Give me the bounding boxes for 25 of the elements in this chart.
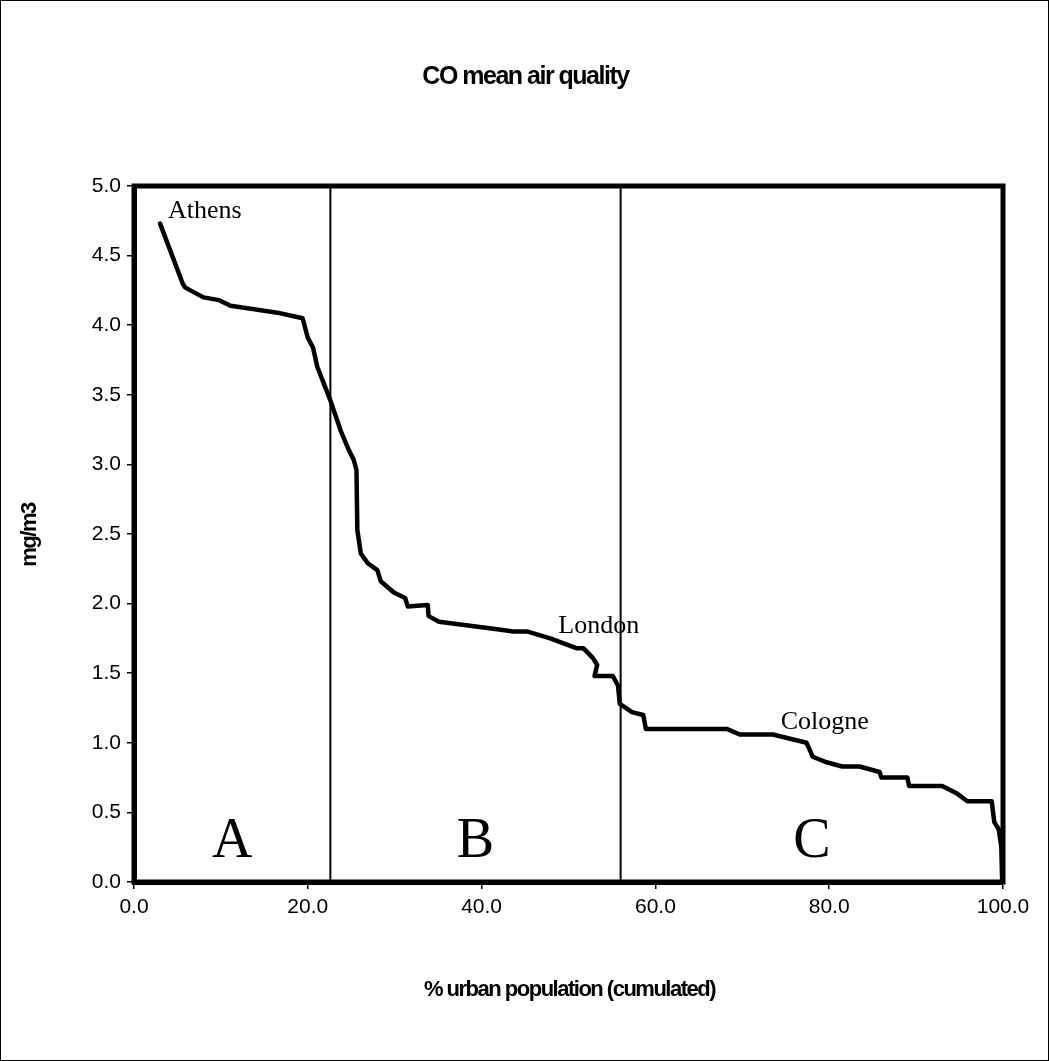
annotation: Athens [168,195,242,225]
y-tick-label: 1.0 [91,729,121,753]
annotation: B [456,806,495,869]
y-axis-title: mg/m3 [16,503,42,567]
chart-title: CO mean air quality [421,61,631,90]
y-tick-label: 2.5 [91,520,121,544]
y-tick-label: 3.0 [91,451,121,475]
x-tick-label: 80.0 [808,894,850,918]
y-tick-label: 2.0 [91,590,121,614]
annotation: A [211,806,253,869]
y-tick-label: 3.5 [91,381,121,405]
x-tick-label: 100.0 [976,894,1030,918]
y-tick-label: 4.0 [91,312,121,335]
x-axis-title: % urban population (cumulated) [422,976,717,1002]
annotation: C [793,806,831,869]
y-tick-label: 0.0 [91,868,121,892]
x-tick-label: 0.0 [119,894,149,918]
annotation: Cologne [780,706,869,736]
y-tick-label: 0.5 [91,799,121,823]
x-tick-label: 20.0 [287,894,329,918]
y-tick-label: 1.5 [91,660,121,683]
x-tick-label: 40.0 [461,894,503,918]
x-tick-label: 60.0 [634,894,676,918]
y-tick-label: 5.0 [91,172,121,196]
y-tick-label: 4.5 [91,242,121,266]
